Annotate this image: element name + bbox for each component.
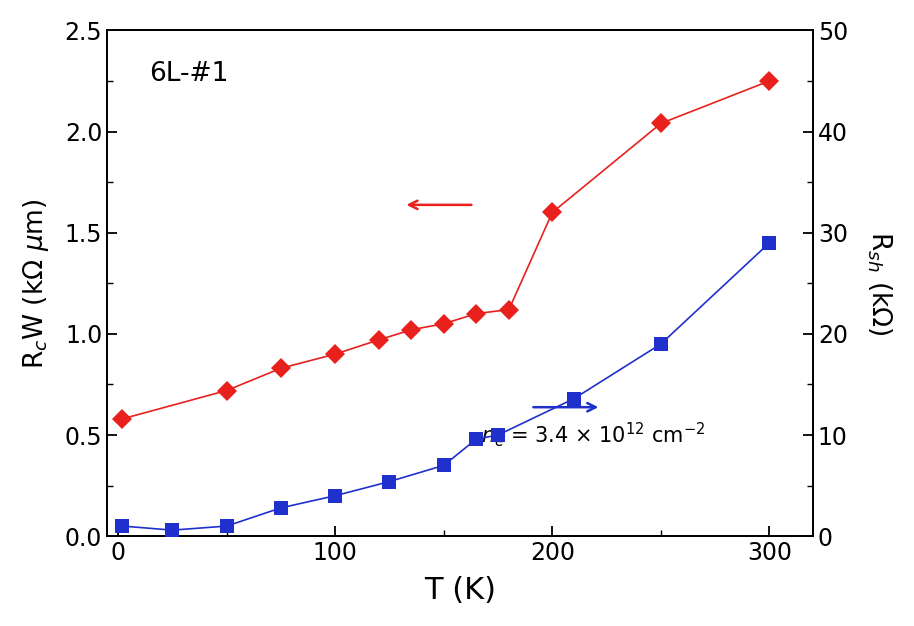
Y-axis label: R$_c$W (k$\Omega$ $\mu$m): R$_c$W (k$\Omega$ $\mu$m) bbox=[21, 198, 51, 369]
Text: 6L-#1: 6L-#1 bbox=[150, 61, 228, 86]
X-axis label: T (K): T (K) bbox=[424, 576, 496, 605]
Text: $n_{e}$ = 3.4 × 10$^{12}$ cm$^{-2}$: $n_{e}$ = 3.4 × 10$^{12}$ cm$^{-2}$ bbox=[481, 421, 706, 449]
Y-axis label: R$_{sh}$ (k$\Omega$): R$_{sh}$ (k$\Omega$) bbox=[865, 231, 893, 336]
